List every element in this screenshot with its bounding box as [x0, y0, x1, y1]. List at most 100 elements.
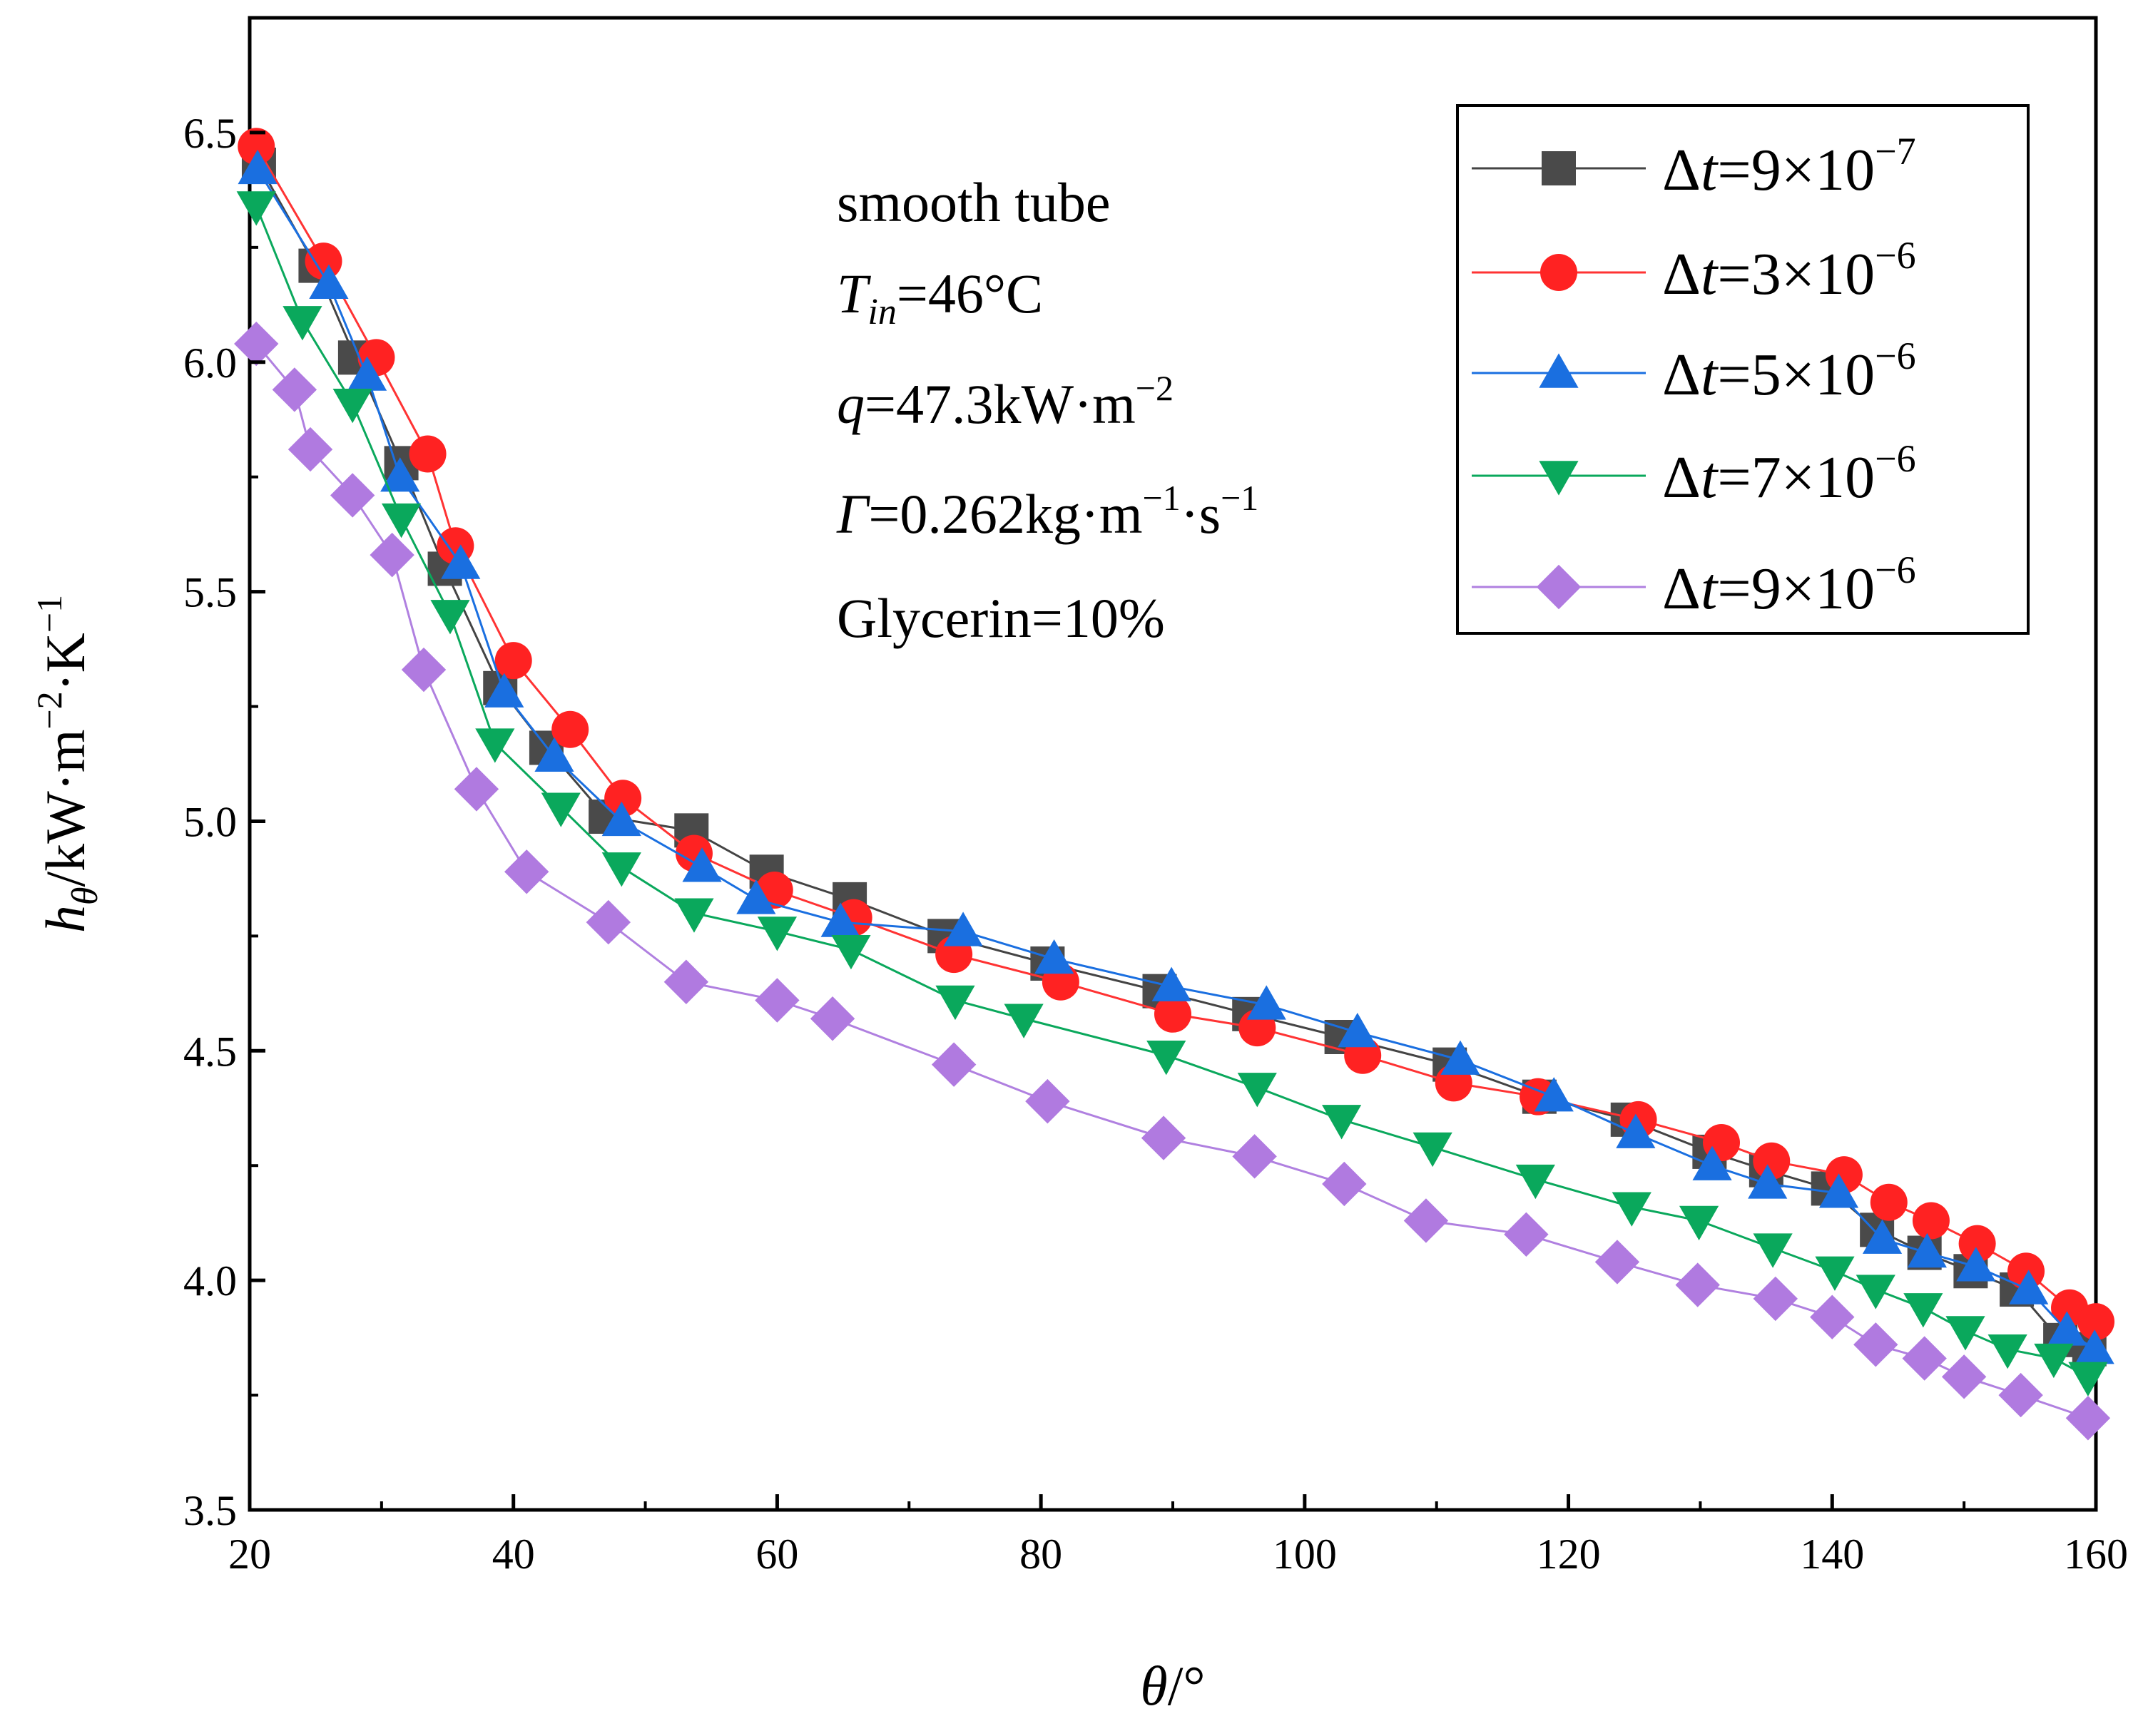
data-point	[1903, 1293, 1943, 1328]
data-point	[1818, 1173, 1859, 1208]
data-point	[1870, 1183, 1908, 1221]
data-point	[1246, 985, 1286, 1020]
annotation-gamma-value: =0.262kg·m	[868, 483, 1142, 545]
annotation-q-value: =47.3kW·m	[865, 373, 1136, 435]
data-point	[1594, 1240, 1640, 1285]
x-tick-label: 80	[1019, 1531, 1062, 1578]
data-point	[272, 367, 317, 412]
y-tick-label: 6.5	[183, 110, 237, 157]
data-point	[370, 532, 414, 578]
data-point	[831, 934, 871, 970]
legend-entry: Δt=5×10−6	[1472, 335, 1916, 408]
legend-marker	[1536, 564, 1582, 610]
y-tick-label: 5.5	[183, 569, 237, 616]
data-point	[674, 898, 714, 933]
data-point	[1987, 1334, 2027, 1369]
annotation-tin-sub: in	[867, 292, 896, 332]
data-point	[2009, 1270, 2049, 1304]
data-point	[1958, 1225, 1996, 1262]
annotation-gamma-exp1: −1	[1143, 478, 1181, 518]
data-point	[1515, 1164, 1555, 1200]
data-point	[2007, 1252, 2045, 1290]
series-4	[236, 191, 2108, 1397]
legend-delta: Δ	[1662, 137, 1701, 203]
data-point	[381, 503, 422, 538]
series-layer	[234, 128, 2114, 1441]
data-point	[1322, 1105, 1362, 1140]
data-point	[1237, 1073, 1277, 1108]
data-point	[1141, 1115, 1186, 1160]
data-point	[332, 389, 372, 424]
legend-marker	[1539, 461, 1579, 496]
data-point	[238, 128, 275, 165]
data-point	[541, 792, 581, 827]
data-point	[409, 435, 447, 473]
annotation-gamma-symbol: Γ	[836, 483, 870, 545]
legend-delta: Δ	[1662, 241, 1701, 307]
legend-exponent: −7	[1875, 130, 1915, 173]
x-axis-symbol: θ	[1140, 1655, 1167, 1717]
x-tick-label: 100	[1273, 1531, 1337, 1578]
data-point	[755, 978, 800, 1023]
legend: Δt=9×10−7Δt=3×10−6Δt=5×10−6Δt=7×10−6Δt=9…	[1456, 104, 2030, 635]
data-point	[1902, 1336, 1947, 1381]
data-point	[1612, 1192, 1651, 1227]
legend-exponent: −6	[1875, 548, 1915, 591]
legend-value: =9×10	[1717, 137, 1875, 203]
legend-var: t	[1701, 137, 1719, 203]
data-point	[736, 879, 776, 914]
data-point	[2075, 1329, 2114, 1364]
legend-value: =5×10	[1717, 342, 1875, 408]
data-point	[1413, 1132, 1452, 1168]
data-point	[401, 647, 447, 693]
data-point	[330, 473, 375, 518]
annotation-gamma-exp2: −1	[1221, 478, 1258, 518]
data-point	[1403, 1198, 1449, 1243]
annotation-line-4: Γ=0.262kg·m−1·s−1	[836, 478, 1258, 545]
legend-delta: Δ	[1662, 342, 1701, 408]
x-tick-label: 160	[2064, 1531, 2128, 1578]
legend-delta: Δ	[1662, 444, 1701, 511]
data-point	[1912, 1202, 1950, 1240]
data-point	[2034, 1343, 2074, 1379]
data-point	[1534, 1077, 1574, 1112]
y-axis-label: hθ/kW·m−2·K−1	[29, 595, 106, 933]
legend-label: Δt=9×10−7	[1662, 130, 1916, 203]
data-point	[1815, 1256, 1855, 1291]
data-point	[1322, 1161, 1367, 1207]
data-point	[2068, 1362, 2108, 1397]
legend-var: t	[1701, 444, 1719, 511]
annotation-block: smooth tube Tin=46°C q=47.3kW·m−2 Γ=0.26…	[836, 171, 1258, 649]
data-point	[2077, 1303, 2114, 1341]
data-point	[1146, 1041, 1186, 1076]
data-point	[601, 852, 641, 887]
data-point	[494, 642, 532, 680]
data-point	[1856, 1275, 1895, 1309]
data-point	[1753, 1142, 1791, 1180]
data-point	[586, 899, 631, 945]
data-point	[551, 710, 589, 748]
series-line	[255, 205, 2089, 1378]
x-tick-label: 60	[755, 1531, 798, 1578]
data-point	[484, 673, 524, 708]
axis-layer: 20 40 60 80 100 120 140 160 3.5 4.0 4.5 5.0 5.5 6.0 6.…	[183, 110, 2128, 1578]
y-axis-mid: ·K	[34, 633, 96, 691]
data-point	[601, 801, 641, 837]
data-point	[2047, 1311, 2087, 1346]
data-point	[1504, 1212, 1549, 1257]
annotation-line-2: Tin=46°C	[837, 262, 1043, 332]
series-line	[255, 145, 2097, 1323]
data-point	[757, 916, 798, 951]
data-point	[1025, 1078, 1070, 1124]
legend-entry: Δt=9×10−6	[1472, 548, 1916, 622]
data-point	[347, 356, 387, 391]
series-line	[258, 164, 2090, 1351]
legend-var: t	[1701, 556, 1719, 622]
data-point	[1853, 1322, 1898, 1367]
data-point	[504, 849, 549, 894]
data-point	[1907, 1232, 1947, 1268]
legend-label: Δt=5×10−6	[1662, 335, 1916, 408]
data-point	[1753, 1276, 1798, 1322]
legend-marker	[1542, 151, 1576, 185]
data-point	[1810, 1295, 1855, 1339]
